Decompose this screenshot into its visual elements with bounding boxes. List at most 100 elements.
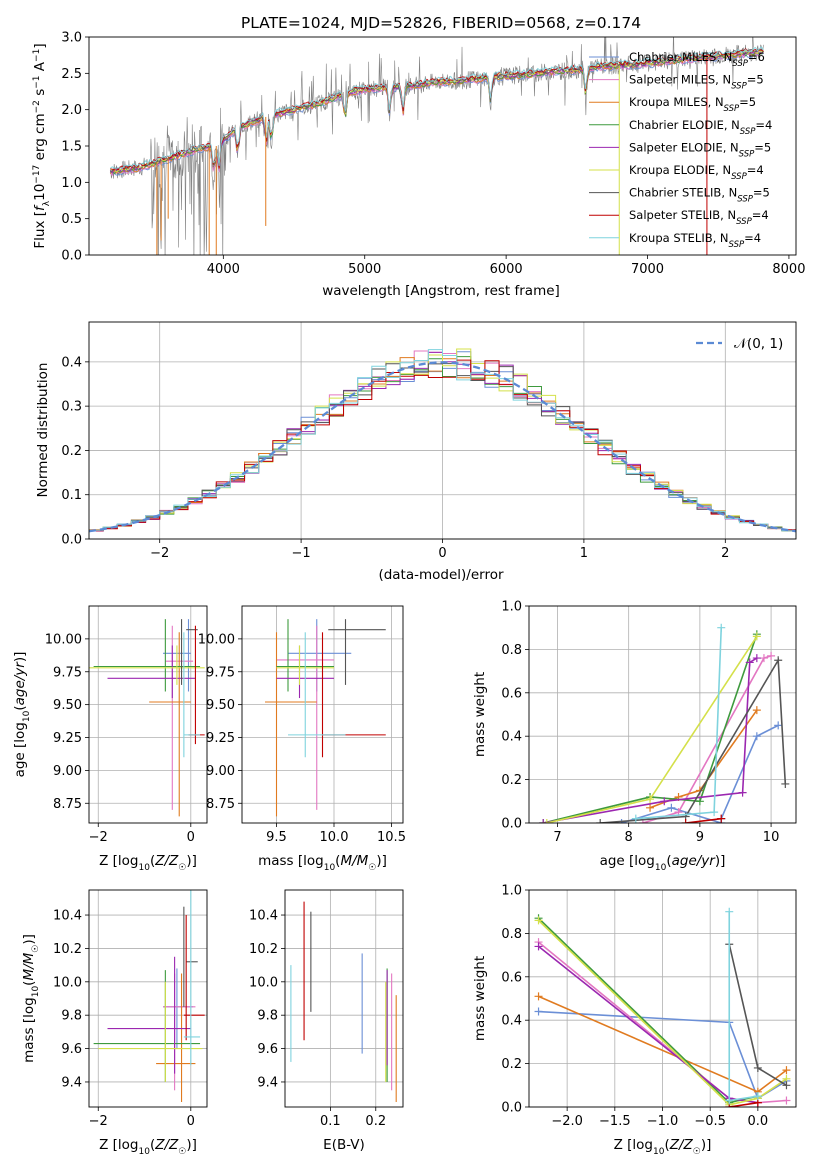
x-axis-label: mass [log10(M/M☉)]: [258, 853, 387, 873]
weight-point: [753, 1092, 762, 1101]
y-tick-label: 10.00: [198, 632, 235, 647]
label-part: (: [335, 853, 340, 869]
y-tick-label: 8.75: [53, 797, 82, 812]
legend-label: Chabrier STELIB, NSSP=5: [629, 186, 770, 205]
label-part: ☉: [178, 863, 186, 873]
weight-point: [534, 942, 543, 951]
x-tick-label: −1.5: [599, 1114, 631, 1129]
legend-n: =5: [747, 73, 764, 87]
x-tick-label: −2.0: [551, 1114, 583, 1129]
legend-n: =5: [753, 186, 770, 200]
legend-label: Kroupa ELODIE, NSSP=4: [629, 163, 764, 182]
weight-series: [642, 655, 772, 823]
label-part: 10: [31, 986, 41, 998]
x-tick-label: −1: [292, 546, 311, 561]
legend-sub: SSP: [731, 82, 747, 92]
weight-point: [759, 654, 768, 663]
y-tick-label: 9.50: [206, 698, 235, 713]
label-part: Z/Z: [669, 1137, 694, 1153]
y-label-part: ]: [32, 43, 48, 48]
weight-point: [542, 819, 551, 823]
label-part: (: [666, 853, 671, 869]
plot-area: [89, 619, 205, 817]
y-tick-label: 0.4: [501, 1014, 522, 1029]
y-tick-label: 0.8: [501, 643, 522, 658]
y-tick-label: 10.0: [53, 975, 82, 990]
y-tick-label: 0.2: [501, 1057, 522, 1072]
y-tick-label: 9.6: [257, 1042, 278, 1057]
y-tick-label: 9.25: [206, 731, 235, 746]
legend-label: 𝒩(0, 1): [734, 336, 783, 352]
y-tick-label: 10.0: [249, 975, 278, 990]
y-tick-label: 0.2: [61, 444, 82, 459]
label-part: mass [log: [258, 853, 324, 869]
weight-point: [534, 1007, 543, 1016]
plot-area: [265, 619, 386, 817]
y-tick-label: 9.8: [257, 1009, 278, 1024]
y-tick-label: 9.6: [61, 1042, 82, 1057]
model-spectrum: [109, 50, 764, 175]
label-part: mass [log: [21, 997, 37, 1063]
weight-point: [725, 1096, 734, 1105]
y-tick-label: 1.0: [501, 884, 522, 899]
weight-series: [543, 633, 758, 823]
y-tick-label: 9.25: [53, 731, 82, 746]
y-tick-label: 8.75: [206, 797, 235, 812]
weight-series: [685, 817, 722, 823]
legend-sub: SSP: [732, 59, 748, 69]
x-tick-label: −2: [150, 546, 169, 561]
legend-label: Salpeter STELIB, NSSP=4: [629, 208, 769, 227]
residuals-panel: −2 −1 0 1 2 0.0 0.1 0.2 0.3 0.4 𝒩(0, 1) (data-model…: [35, 321, 797, 583]
label-part: ☉: [31, 945, 41, 953]
weight-point: [681, 819, 690, 823]
legend-text: Chabrier MILES, N: [629, 50, 732, 64]
axes-frame: [88, 36, 797, 256]
plot-area: [109, 37, 764, 255]
label-part: M/M: [340, 853, 368, 869]
legend-n: =4: [747, 163, 764, 177]
y-tick-label: 10.2: [53, 942, 82, 957]
mass-vs-Z-panel: −2 09.49.69.810.010.210.4Z [log10(Z/Z☉)]m…: [21, 889, 208, 1157]
x-tick-label: −2: [89, 830, 108, 845]
label-part: 10: [324, 863, 336, 873]
x-axis-label: (data-model)/error: [378, 567, 504, 583]
weight-point: [745, 658, 754, 667]
weight-point: [617, 819, 626, 823]
plot-area: [534, 907, 791, 1107]
label-part: Z/Z: [154, 853, 179, 869]
x-tick-label: 10.0: [320, 830, 349, 845]
legend-label: Kroupa STELIB, NSSP=4: [629, 231, 761, 250]
x-tick-label: 9: [696, 830, 704, 845]
weight-series: [600, 657, 787, 823]
weight-point: [534, 916, 543, 925]
weight-point: [631, 814, 640, 823]
weight-point: [646, 803, 655, 812]
model-spectrum: [109, 51, 764, 177]
label-part: Z [log: [99, 1137, 138, 1153]
y-tick-label: 2.5: [61, 67, 82, 82]
x-tick-label: 1: [580, 546, 588, 561]
y-tick-label: 9.50: [53, 698, 82, 713]
y-label-part: f: [32, 204, 48, 211]
y-axis-label: age [log10(age/yr)]: [12, 652, 32, 778]
y-axis-label: mass [log10(M/M☉)]: [21, 934, 41, 1063]
weight-point: [782, 1066, 791, 1075]
label-part: Z [log: [99, 853, 138, 869]
label-part: age/yr: [672, 853, 717, 869]
y-tick-label: 0.4: [61, 355, 82, 370]
legend-sub: SSP: [724, 104, 740, 114]
label-part: )]: [12, 652, 28, 663]
y-tick-label: 9.00: [206, 764, 235, 779]
legend-sub: SSP: [729, 240, 745, 250]
axes-frame: [88, 889, 208, 1108]
legend-n: =4: [744, 231, 761, 245]
weight-point: [752, 732, 761, 741]
legend-text: Salpeter STELIB, N: [629, 208, 736, 222]
legend-text: Kroupa ELODIE, N: [629, 163, 731, 177]
x-tick-label: 7: [553, 830, 561, 845]
y-tick-label: 1.0: [501, 600, 522, 615]
x-axis-label: Z [log10(Z/Z☉)]: [99, 1137, 197, 1157]
figure-title: PLATE=1024, MJD=52826, FIBERID=0568, z=0…: [241, 14, 641, 32]
label-part: 10: [653, 1147, 665, 1157]
weight-point: [774, 656, 783, 665]
